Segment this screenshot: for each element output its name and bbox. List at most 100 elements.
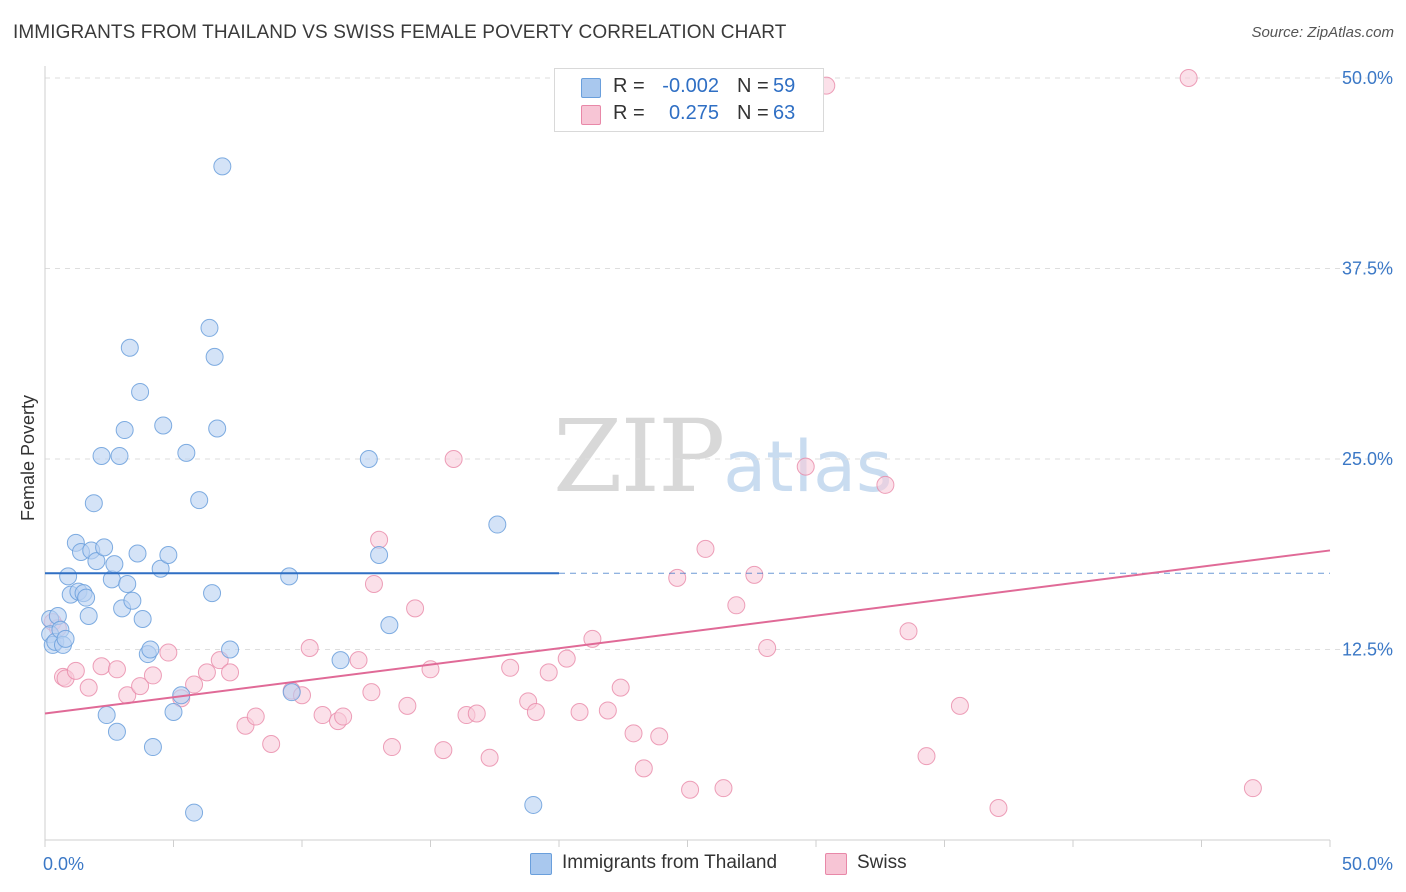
- thailand-point: [143, 738, 162, 757]
- legend-swatch-swiss: [581, 105, 601, 125]
- swiss-point: [668, 568, 687, 587]
- legend-r-label: R =: [613, 75, 645, 97]
- swiss-point: [917, 747, 936, 766]
- thailand-point: [282, 683, 301, 702]
- swiss-point: [796, 457, 815, 476]
- thailand-point: [87, 552, 106, 571]
- swiss-point: [714, 779, 733, 798]
- thailand-point: [370, 546, 389, 565]
- bottom-legend-swatch-thailand: [530, 853, 552, 875]
- thailand-point: [120, 338, 139, 357]
- legend-n-value: 59: [773, 75, 796, 97]
- chart-title: IMMIGRANTS FROM THAILAND VS SWISS FEMALE…: [13, 22, 787, 43]
- swiss-point: [159, 643, 178, 662]
- legend-r-value: 0.275: [668, 102, 719, 124]
- bottom-legend-swatch-swiss: [825, 853, 847, 875]
- swiss-point: [382, 738, 401, 757]
- swiss-point: [650, 727, 669, 746]
- thailand-point: [488, 515, 507, 534]
- thailand-point: [123, 591, 142, 610]
- thailand-point: [380, 616, 399, 635]
- thailand-point: [110, 446, 129, 465]
- swiss-point: [899, 622, 918, 641]
- swiss-point: [107, 660, 126, 679]
- thailand-point: [56, 629, 75, 648]
- swiss-point: [92, 657, 111, 676]
- swiss-point: [185, 675, 204, 694]
- thailand-point: [133, 610, 152, 629]
- source-credit: Source: ZipAtlas.com: [1251, 24, 1394, 41]
- swiss-point: [745, 565, 764, 584]
- swiss-point: [79, 678, 98, 697]
- swiss-point: [624, 724, 643, 743]
- swiss-point: [557, 649, 576, 668]
- thailand-point: [92, 446, 111, 465]
- legend-n-value: 63: [773, 102, 796, 124]
- swiss-point: [989, 798, 1008, 817]
- swiss-trendline: [44, 549, 1331, 715]
- swiss-point: [300, 638, 319, 657]
- swiss-point: [501, 658, 520, 677]
- legend-r-label: R =: [613, 102, 645, 124]
- legend-r-value: -0.002: [662, 75, 719, 97]
- swiss-point: [539, 663, 558, 682]
- swiss-point: [143, 666, 162, 685]
- x-tick-label-left: 0.0%: [43, 854, 84, 874]
- swiss-point: [598, 701, 617, 720]
- thailand-point: [331, 651, 350, 670]
- bottom-legend-label-thailand: Immigrants from Thailand: [562, 852, 778, 873]
- thailand-point: [97, 706, 116, 725]
- swiss-point: [262, 734, 281, 753]
- swiss-point: [444, 450, 463, 468]
- swiss-point: [370, 530, 389, 549]
- legend-n-label: N =: [737, 75, 769, 97]
- thailand-point: [115, 421, 134, 440]
- thailand-point: [118, 574, 137, 593]
- thailand-point: [200, 318, 219, 337]
- y-tick-label: 25.0%: [1342, 449, 1393, 469]
- thailand-point: [203, 584, 222, 603]
- thailand-point: [77, 588, 96, 607]
- swiss-point: [681, 780, 700, 799]
- thailand-point: [84, 494, 103, 513]
- y-tick-label: 37.5%: [1342, 259, 1393, 279]
- swiss-point: [1243, 779, 1262, 798]
- swiss-point: [950, 696, 969, 715]
- x-tick-label-right: 50.0%: [1342, 854, 1393, 874]
- swiss-point: [66, 661, 85, 680]
- y-tick-label: 50.0%: [1342, 68, 1393, 88]
- thailand-point: [524, 795, 543, 814]
- swiss-point: [398, 696, 417, 715]
- swiss-point: [634, 759, 653, 778]
- swiss-point: [570, 702, 589, 721]
- thailand-point: [128, 544, 147, 563]
- swiss-point: [197, 663, 216, 682]
- swiss-point: [876, 475, 895, 494]
- thailand-point: [221, 640, 240, 659]
- swiss-point: [406, 599, 425, 618]
- swiss-point: [1179, 69, 1198, 87]
- thailand-point: [190, 491, 209, 510]
- legend-swatch-thailand: [581, 78, 601, 98]
- thailand-point: [159, 546, 178, 565]
- thailand-point: [177, 443, 196, 462]
- swiss-point: [526, 702, 545, 721]
- thailand-point: [95, 538, 114, 557]
- thailand-point: [185, 803, 204, 822]
- swiss-point: [727, 596, 746, 615]
- swiss-point: [480, 748, 499, 767]
- swiss-point: [334, 707, 353, 726]
- swiss-point: [758, 638, 777, 657]
- thailand-point: [359, 450, 378, 468]
- thailand-point: [280, 567, 299, 586]
- swiss-point: [364, 574, 383, 593]
- swiss-point: [611, 678, 630, 697]
- swiss-point: [362, 683, 381, 702]
- thailand-point: [141, 640, 160, 659]
- thailand-point: [208, 419, 227, 438]
- swiss-point: [467, 704, 486, 723]
- swiss-point: [221, 663, 240, 682]
- swiss-point: [313, 706, 332, 725]
- watermark-zip: ZIP: [553, 398, 725, 515]
